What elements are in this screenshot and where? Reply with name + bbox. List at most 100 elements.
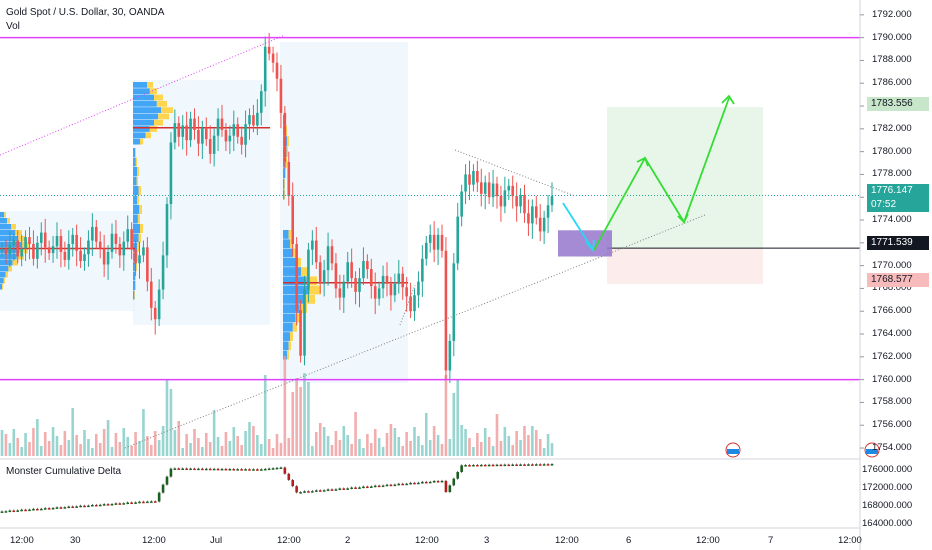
volume-bar <box>208 442 212 456</box>
cumulative-delta-series <box>0 463 554 513</box>
volume-bar <box>51 427 55 456</box>
candle-body <box>224 129 228 142</box>
indicator-title[interactable]: Monster Cumulative Delta <box>6 466 122 477</box>
volume-bar <box>393 428 397 456</box>
delta-bar <box>295 486 298 493</box>
volume-bar <box>142 409 145 456</box>
volume-bar <box>47 441 51 456</box>
drawings[interactable] <box>0 34 860 449</box>
profile-bar <box>283 313 296 323</box>
cyan-arrowhead <box>585 239 595 253</box>
delta-bar <box>538 464 542 466</box>
profile-bar <box>292 248 297 258</box>
volume-bar <box>153 431 157 456</box>
symbol-title[interactable]: Gold Spot / U.S. Dollar, 30, OANDA <box>6 7 165 18</box>
volume-bar <box>110 447 114 456</box>
volume-bar <box>472 447 475 456</box>
delta-bar <box>424 481 428 484</box>
delta-bar <box>369 486 373 488</box>
candle-body <box>220 118 224 130</box>
candle-body <box>476 171 479 183</box>
profile-bar <box>283 322 293 332</box>
profile-bar <box>0 254 17 260</box>
profile-bar <box>283 230 289 239</box>
volume-bar <box>102 429 106 456</box>
delta-bar <box>201 468 204 471</box>
candle-body <box>59 235 63 252</box>
volume-bar <box>487 437 491 456</box>
short-trendline <box>399 284 416 326</box>
delta-bar <box>479 464 483 467</box>
delta-bar <box>460 465 463 472</box>
delta-bar <box>373 485 377 488</box>
candle-body <box>393 283 397 296</box>
volume-bar <box>173 430 177 456</box>
delta-bar <box>208 468 212 471</box>
descending-trendline <box>454 149 576 197</box>
delta-bar <box>507 464 511 467</box>
candle-body <box>432 234 436 250</box>
delta-tick-label: 168000.000 <box>862 500 913 511</box>
volume-bar <box>240 445 243 456</box>
delta-bar <box>83 505 86 508</box>
profile-bar <box>287 136 289 147</box>
delta-bar <box>173 468 177 470</box>
delta-bar <box>381 485 385 488</box>
last-price-tag: 1776.147 <box>867 184 929 198</box>
volume-bar <box>63 431 67 456</box>
candle-body <box>385 275 389 284</box>
profile-bar <box>133 205 140 214</box>
profile-bar <box>2 284 3 290</box>
volume-bar <box>67 440 71 456</box>
candle-body <box>369 269 373 287</box>
delta-bar <box>63 507 67 509</box>
volume-bar <box>98 443 102 456</box>
profile-bar <box>135 281 136 290</box>
delta-bar <box>220 468 224 471</box>
delta-bar <box>542 464 546 466</box>
volume-bar <box>546 434 550 456</box>
delta-bar <box>59 507 63 509</box>
volume-label[interactable]: Vol <box>6 21 20 32</box>
volume-bar <box>381 447 385 456</box>
delta-bar <box>4 511 8 513</box>
flag-icon <box>866 449 878 454</box>
candle-body <box>240 136 243 145</box>
candle-body <box>47 247 51 254</box>
volume-bar <box>24 433 27 456</box>
delta-bar <box>236 469 240 471</box>
candle-body <box>483 182 487 194</box>
candle-body <box>39 232 43 243</box>
delta-bar <box>146 501 149 504</box>
time-tick-label: 12:00 <box>415 535 439 546</box>
candle-body <box>114 233 118 244</box>
delta-bar <box>271 468 275 470</box>
candle-body <box>542 217 546 232</box>
profile-bar <box>133 88 150 95</box>
candle-body <box>464 174 467 192</box>
candle-body <box>91 226 94 241</box>
candle-body <box>67 243 71 260</box>
volume-bar <box>75 435 78 456</box>
price-tick-label: 1770.000 <box>872 259 912 271</box>
delta-bar <box>354 487 357 490</box>
candle-body <box>452 263 456 341</box>
volume-bar <box>291 392 295 456</box>
time-tick-label: 12:00 <box>555 535 579 546</box>
chart-background <box>0 42 860 383</box>
candle-body <box>102 248 106 265</box>
candle-body <box>550 196 554 206</box>
volume-bar <box>377 438 381 456</box>
delta-bar <box>444 480 448 492</box>
profile-bar <box>283 341 289 351</box>
candle-body <box>244 124 247 145</box>
delta-bar <box>91 504 94 507</box>
delta-bar <box>311 491 314 493</box>
price-tick-label: 1760.000 <box>872 373 912 385</box>
candle-body <box>377 288 381 299</box>
candle-body <box>32 243 35 259</box>
volume-bar <box>181 448 185 456</box>
delta-bar <box>47 508 51 510</box>
delta-bar <box>39 508 43 511</box>
